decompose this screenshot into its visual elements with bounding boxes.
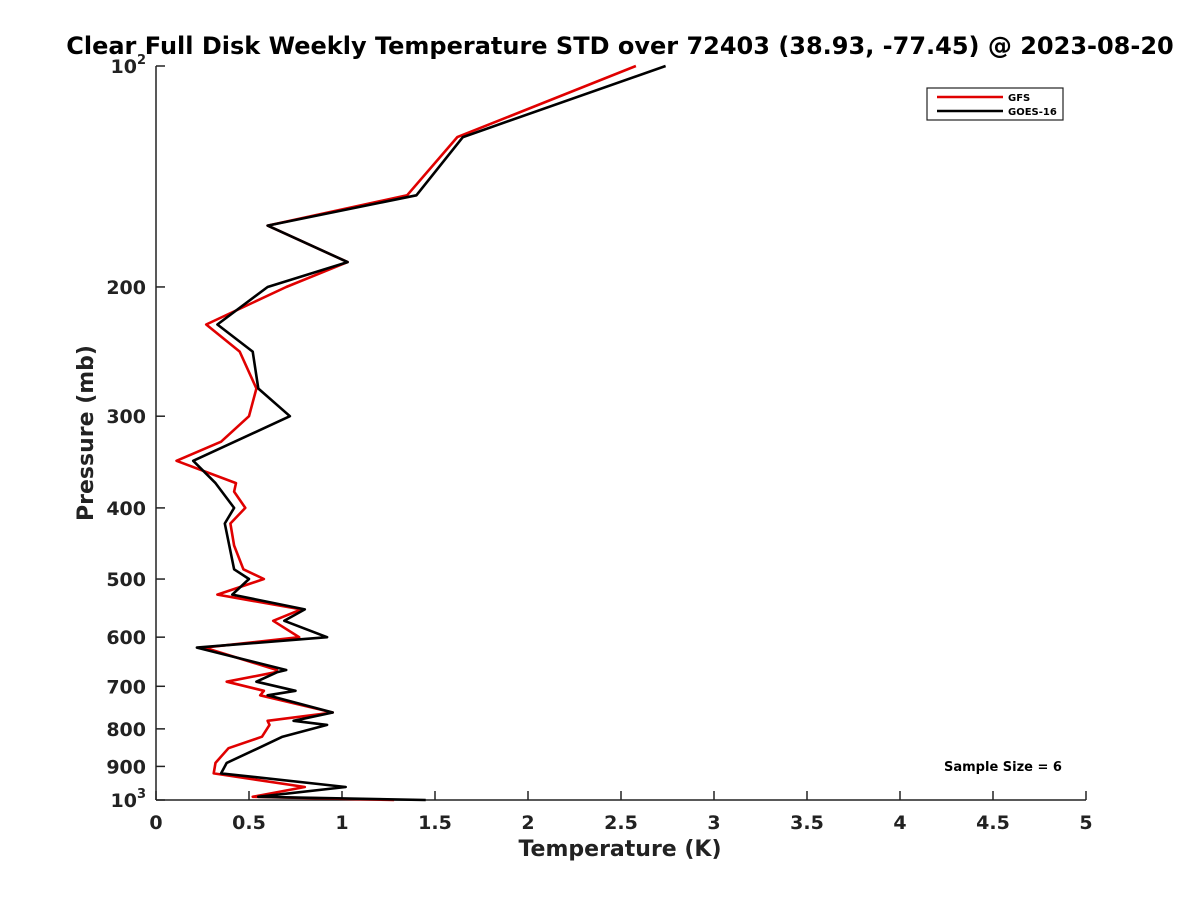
- y-tick-label: 800: [106, 719, 146, 741]
- x-tick-label: 0: [149, 812, 162, 834]
- y-tick-label: 700: [106, 676, 146, 698]
- x-tick-label: 2.5: [604, 812, 638, 834]
- legend-box: [926, 87, 1064, 121]
- y-tick-label: 900: [106, 756, 146, 778]
- series-line-goes-16: [191, 64, 667, 802]
- y-tick-label: 400: [106, 498, 146, 520]
- x-tick-label: 3.5: [790, 812, 824, 834]
- x-tick-label: 3: [707, 812, 720, 834]
- x-tick-label: 4.5: [976, 812, 1010, 834]
- y-tick-label: 600: [106, 627, 146, 649]
- y-tick-label: 102: [111, 53, 147, 78]
- x-tick-label: 5: [1079, 812, 1092, 834]
- legend-label: GFS: [1008, 93, 1030, 104]
- y-tick-label: 300: [106, 406, 146, 428]
- series-layer: [175, 64, 667, 802]
- series-line-gfs: [175, 64, 637, 802]
- y-axis-label: Pressure (mb): [74, 345, 99, 521]
- y-tick-label: 103: [111, 787, 147, 812]
- chart-title: Clear Full Disk Weekly Temperature STD o…: [66, 32, 1174, 60]
- x-tick-label: 2: [521, 812, 534, 834]
- sample-size-annotation: Sample Size = 6: [944, 760, 1062, 775]
- y-tick-label: 200: [106, 277, 146, 299]
- legend: GFS GOES-16: [926, 87, 1064, 121]
- x-tick-label: 4: [893, 812, 906, 834]
- x-tick-label: 1: [335, 812, 348, 834]
- x-tick-label: 0.5: [232, 812, 266, 834]
- x-tick-label: 1.5: [418, 812, 452, 834]
- x-axis-label: Temperature (K): [518, 837, 721, 862]
- plot-axes: 0 0.5 1 1.5 2 2.5 3 3.5 4 4.5 5 102 200 300 400 500 600 7…: [106, 53, 1092, 834]
- legend-label: GOES-16: [1008, 107, 1057, 118]
- y-tick-label: 500: [106, 569, 146, 591]
